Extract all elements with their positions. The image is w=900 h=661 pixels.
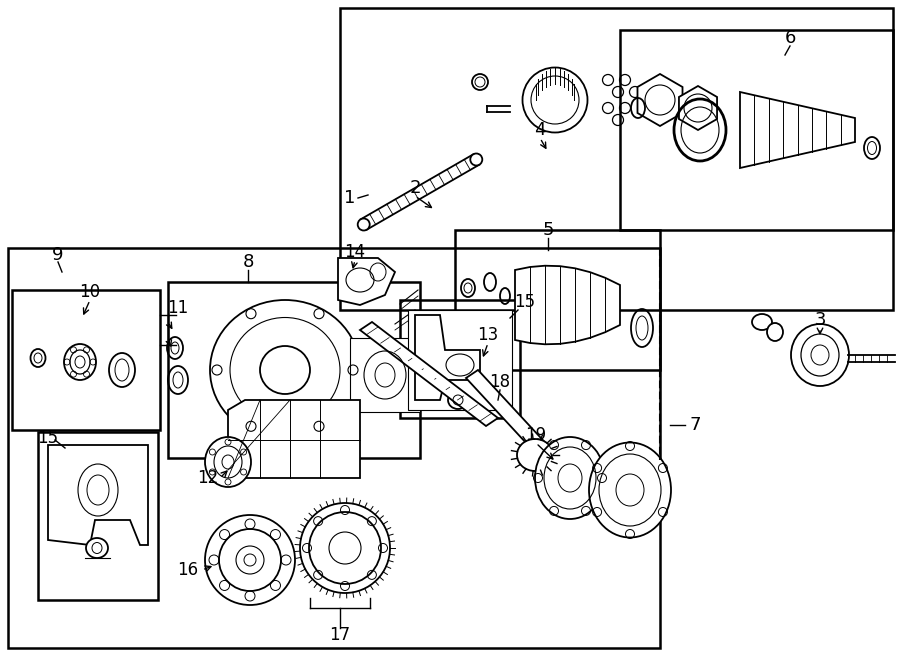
Text: 2: 2 xyxy=(410,179,421,197)
Text: 12: 12 xyxy=(197,469,219,487)
Polygon shape xyxy=(361,154,480,229)
Ellipse shape xyxy=(448,391,468,409)
Ellipse shape xyxy=(64,344,96,380)
Bar xyxy=(455,230,660,370)
Text: 14: 14 xyxy=(345,243,365,261)
Polygon shape xyxy=(515,266,620,344)
Polygon shape xyxy=(338,258,395,305)
Polygon shape xyxy=(740,92,855,168)
Text: 9: 9 xyxy=(52,246,64,264)
Ellipse shape xyxy=(86,538,108,558)
Bar xyxy=(8,248,660,648)
Bar xyxy=(12,290,160,430)
Polygon shape xyxy=(466,370,552,458)
Bar xyxy=(340,8,893,310)
Polygon shape xyxy=(637,74,682,126)
Ellipse shape xyxy=(517,439,553,471)
Ellipse shape xyxy=(205,515,295,605)
Polygon shape xyxy=(350,338,420,412)
Ellipse shape xyxy=(589,442,671,537)
Polygon shape xyxy=(679,86,717,130)
Polygon shape xyxy=(228,400,360,478)
Text: 16: 16 xyxy=(177,561,199,579)
Polygon shape xyxy=(360,322,498,426)
Text: 3: 3 xyxy=(814,311,826,329)
Text: 1: 1 xyxy=(345,189,356,207)
Bar xyxy=(620,30,893,230)
Polygon shape xyxy=(415,315,480,400)
Ellipse shape xyxy=(471,153,482,165)
Text: 18: 18 xyxy=(490,373,510,391)
Text: 11: 11 xyxy=(167,299,189,317)
Text: 5: 5 xyxy=(542,221,554,239)
Bar xyxy=(168,282,420,458)
Text: 15: 15 xyxy=(515,293,536,311)
Text: 19: 19 xyxy=(526,426,546,444)
Text: 7: 7 xyxy=(689,416,701,434)
Text: 6: 6 xyxy=(784,29,796,47)
Ellipse shape xyxy=(767,323,783,341)
Text: 8: 8 xyxy=(242,253,254,271)
Ellipse shape xyxy=(210,300,360,440)
Bar xyxy=(400,300,520,418)
Text: 15: 15 xyxy=(38,429,58,447)
Text: 13: 13 xyxy=(477,326,499,344)
Ellipse shape xyxy=(523,67,588,132)
Ellipse shape xyxy=(535,437,605,519)
Text: 4: 4 xyxy=(535,121,545,139)
Ellipse shape xyxy=(752,314,772,330)
Ellipse shape xyxy=(791,324,849,386)
Ellipse shape xyxy=(205,437,251,487)
Text: 10: 10 xyxy=(79,283,101,301)
Polygon shape xyxy=(48,445,148,545)
Ellipse shape xyxy=(357,219,370,231)
Text: 17: 17 xyxy=(329,626,351,644)
Polygon shape xyxy=(408,310,512,410)
Bar xyxy=(38,432,158,600)
